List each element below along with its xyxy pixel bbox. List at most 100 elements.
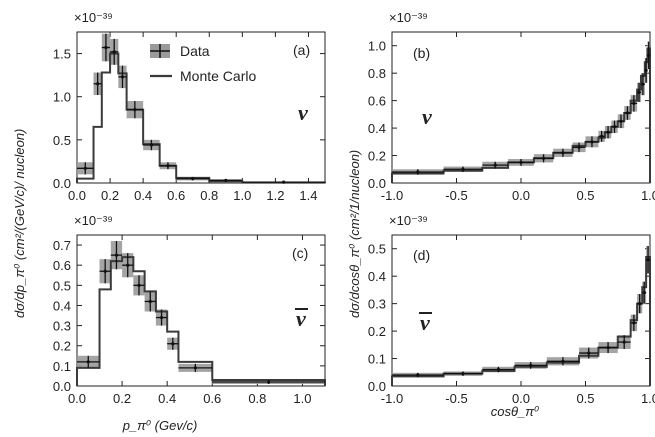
y-tick-label: 0.0 (53, 176, 71, 191)
data-point (159, 315, 164, 320)
panel-c: 0.0 0.2 0.4 0.6 0.8 1.0 0.0 0.1 0.2 0.3 0.4 0.5 0.6 0… (53, 213, 326, 406)
data-point (120, 75, 125, 79)
y-multiplier: ×10⁻³⁹ (389, 10, 428, 25)
y-tick-label: 1.0 (368, 39, 386, 54)
data-point (96, 82, 100, 86)
x-tick-label: -0.5 (445, 188, 467, 203)
particle-symbol: ν (422, 104, 432, 129)
data-point (171, 342, 175, 346)
data-point (637, 90, 641, 94)
y-tick-label: 0.5 (368, 242, 386, 257)
y-tick-label: 0.2 (368, 324, 386, 339)
data-point (83, 166, 87, 170)
data-point (641, 82, 645, 86)
y-tick-label: 0.0 (368, 176, 386, 191)
y-axis-label-right: dσ/dcosθ_π⁰ (cm²/1/nucleon) (347, 150, 362, 318)
data-point (612, 125, 617, 129)
mc-histogram (391, 255, 651, 386)
data-point (282, 180, 286, 184)
data-point (622, 340, 626, 344)
data-point (114, 253, 119, 257)
y-tick-label: 0.6 (53, 258, 71, 273)
data-point (112, 50, 116, 54)
x-tick-label: 0.5 (576, 188, 594, 203)
y-tick-label: 0.6 (368, 94, 386, 109)
y-tick-label: 0.5 (53, 278, 71, 293)
data-point (646, 258, 650, 262)
data-point (587, 351, 591, 355)
data-point (606, 130, 610, 134)
data-point (541, 156, 546, 160)
y-multiplier: ×10⁻³⁹ (74, 10, 113, 25)
data-point (416, 373, 420, 377)
x-tick-label: 1.0 (293, 391, 311, 406)
x-tick-label: 0.4 (158, 391, 176, 406)
data-point (267, 380, 271, 384)
x-tick-label: 0.4 (134, 188, 152, 203)
x-tick-label: 1.0 (233, 188, 251, 203)
x-tick-label: 0.5 (576, 391, 594, 406)
y-tick-label: 1.0 (53, 90, 71, 105)
data-point (103, 269, 107, 273)
mc-histogram (391, 47, 651, 183)
x-tick-label: 0.8 (200, 188, 218, 203)
data-point (606, 345, 610, 350)
data-point (642, 291, 646, 295)
panel-label: (b) (413, 45, 430, 61)
y-axis-label-left: dσ/dp_π⁰ (cm²/(GeV/c)/ nucleon) (12, 129, 27, 318)
data-point (496, 367, 501, 372)
y-tick-label: 0.3 (368, 297, 386, 312)
particle-symbol: ν (420, 310, 430, 335)
data-point (561, 359, 565, 363)
legend-mc-label: Monte Carlo (180, 68, 256, 84)
y-tick-label: 0.3 (53, 319, 71, 334)
particle-symbol: ν (298, 100, 308, 125)
data-point (632, 101, 636, 105)
y-tick-label: 0.1 (53, 359, 71, 374)
mc-histogram (76, 256, 326, 386)
y-tick-label: 1.5 (53, 47, 71, 62)
data-point (224, 178, 228, 183)
data-point (644, 68, 648, 73)
panel-label: (a) (293, 42, 310, 58)
y-tick-label: 0.5 (53, 133, 71, 148)
plot-frame (76, 234, 326, 387)
x-tick-label: 0.0 (68, 391, 86, 406)
panel-d: -1.0-0.50.00.51.00.00.10.20.30.40.5×10⁻³… (368, 213, 655, 406)
x-tick-label: -1.0 (381, 188, 403, 203)
data-point (529, 363, 533, 368)
x-tick-label: 1.4 (299, 188, 317, 203)
data-point (193, 366, 197, 370)
panel-label: (d) (413, 247, 430, 263)
y-multiplier: ×10⁻³⁹ (74, 213, 113, 228)
x-tick-label: 0.0 (68, 188, 86, 203)
data-point (461, 372, 465, 376)
panel-label: (c) (292, 245, 308, 261)
data-point (638, 302, 642, 306)
y-tick-label: 0.1 (368, 352, 386, 367)
x-tick-label: 0.2 (101, 188, 119, 203)
x-tick-label: 0.6 (167, 188, 185, 203)
x-axis-label-right: cosθ_π⁰ (491, 404, 540, 419)
y-multiplier: ×10⁻³⁹ (389, 213, 428, 228)
y-tick-label: 0.4 (368, 121, 386, 136)
x-tick-label: 1.0 (641, 188, 655, 203)
data-point (416, 170, 420, 174)
legend: Data Monte Carlo (150, 43, 256, 84)
data-point (647, 53, 651, 57)
x-tick-label: -1.0 (381, 391, 403, 406)
y-tick-label: 0.0 (368, 379, 386, 394)
data-point (577, 145, 581, 149)
y-tick-label: 0.4 (53, 298, 71, 313)
data-point (86, 360, 90, 364)
data-point (461, 167, 465, 171)
y-tick-label: 0.4 (368, 269, 386, 284)
y-tick-label: 0.2 (53, 339, 71, 354)
data-point (600, 134, 604, 138)
x-tick-label: -0.5 (445, 391, 467, 406)
x-tick-label: 0.6 (203, 391, 221, 406)
x-tick-label: 0.0 (512, 188, 530, 203)
x-tick-label: 1.0 (641, 391, 655, 406)
data-point (519, 160, 523, 165)
